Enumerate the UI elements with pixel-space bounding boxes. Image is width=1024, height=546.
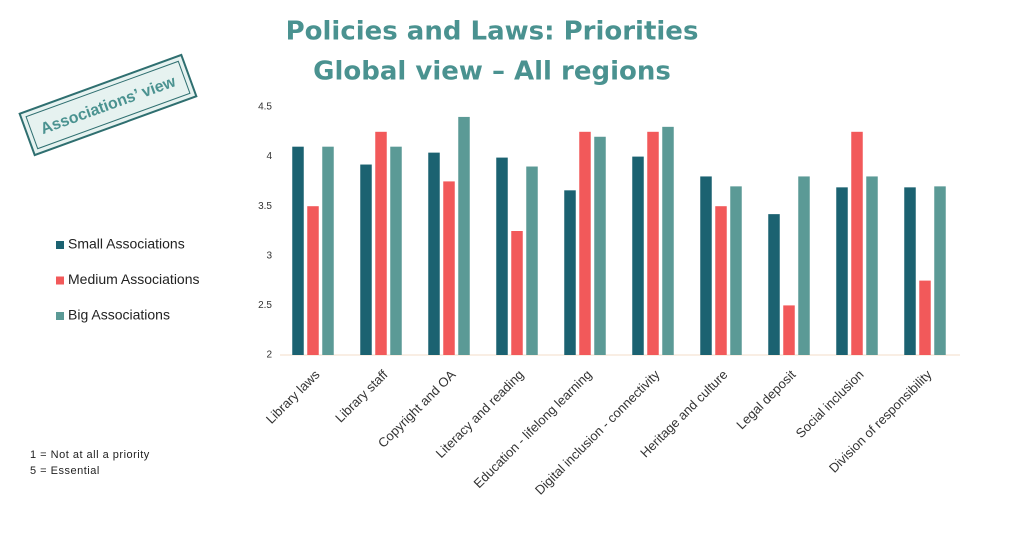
bar	[632, 156, 644, 355]
bar	[292, 146, 304, 355]
bar	[390, 146, 402, 355]
bar	[594, 136, 606, 355]
bar	[851, 131, 863, 355]
bar	[730, 186, 742, 355]
legend-swatch	[56, 312, 64, 320]
x-tick-label: Library laws	[263, 367, 323, 427]
chart-title: Policies and Laws: Priorities	[286, 17, 699, 47]
y-tick-label: 3	[266, 250, 272, 261]
bar	[647, 131, 659, 355]
bar	[443, 181, 455, 355]
x-tick-label: Education - lifelong learning	[470, 367, 594, 491]
badge-inner	[25, 60, 191, 150]
bar	[783, 305, 795, 355]
bar	[526, 166, 538, 355]
bar	[768, 214, 780, 355]
bar	[428, 152, 440, 355]
bar	[866, 176, 878, 355]
bar	[360, 164, 372, 355]
x-tick-label: Digital inclusion - connectivity	[532, 367, 663, 498]
note: 5 = Essential	[30, 465, 100, 477]
x-tick-label: Social inclusion	[793, 367, 867, 441]
legend-label: Medium Associations	[68, 271, 200, 287]
y-tick-label: 3.5	[258, 201, 272, 212]
bar	[579, 131, 591, 355]
note: 1 = Not at all a priority	[30, 449, 150, 461]
bar	[564, 190, 576, 355]
legend-swatch	[56, 241, 64, 249]
bar	[715, 206, 727, 355]
bar	[934, 186, 946, 355]
bar	[496, 157, 508, 355]
y-tick-label: 4.5	[258, 102, 272, 113]
y-tick-label: 2.5	[258, 300, 272, 311]
bar	[662, 126, 674, 355]
legend-label: Big Associations	[68, 307, 170, 323]
y-tick-label: 4	[266, 151, 272, 162]
bar	[458, 116, 470, 355]
x-tick-label: Library staff	[332, 367, 391, 426]
x-tick-label: Legal deposit	[733, 367, 799, 433]
bar	[322, 146, 334, 355]
bar	[700, 176, 712, 355]
bar	[836, 187, 848, 355]
badge-box	[18, 53, 198, 157]
bar	[511, 231, 523, 355]
bar	[307, 206, 319, 355]
badge: Associations’ view	[18, 53, 198, 157]
bar	[904, 187, 916, 355]
legend-swatch	[56, 276, 64, 285]
bar	[798, 176, 810, 355]
bar	[375, 131, 387, 355]
y-tick-label: 2	[266, 350, 272, 361]
legend-label: Small Associations	[68, 236, 185, 252]
bar	[919, 280, 931, 355]
chart-subtitle: Global view – All regions	[313, 57, 671, 87]
